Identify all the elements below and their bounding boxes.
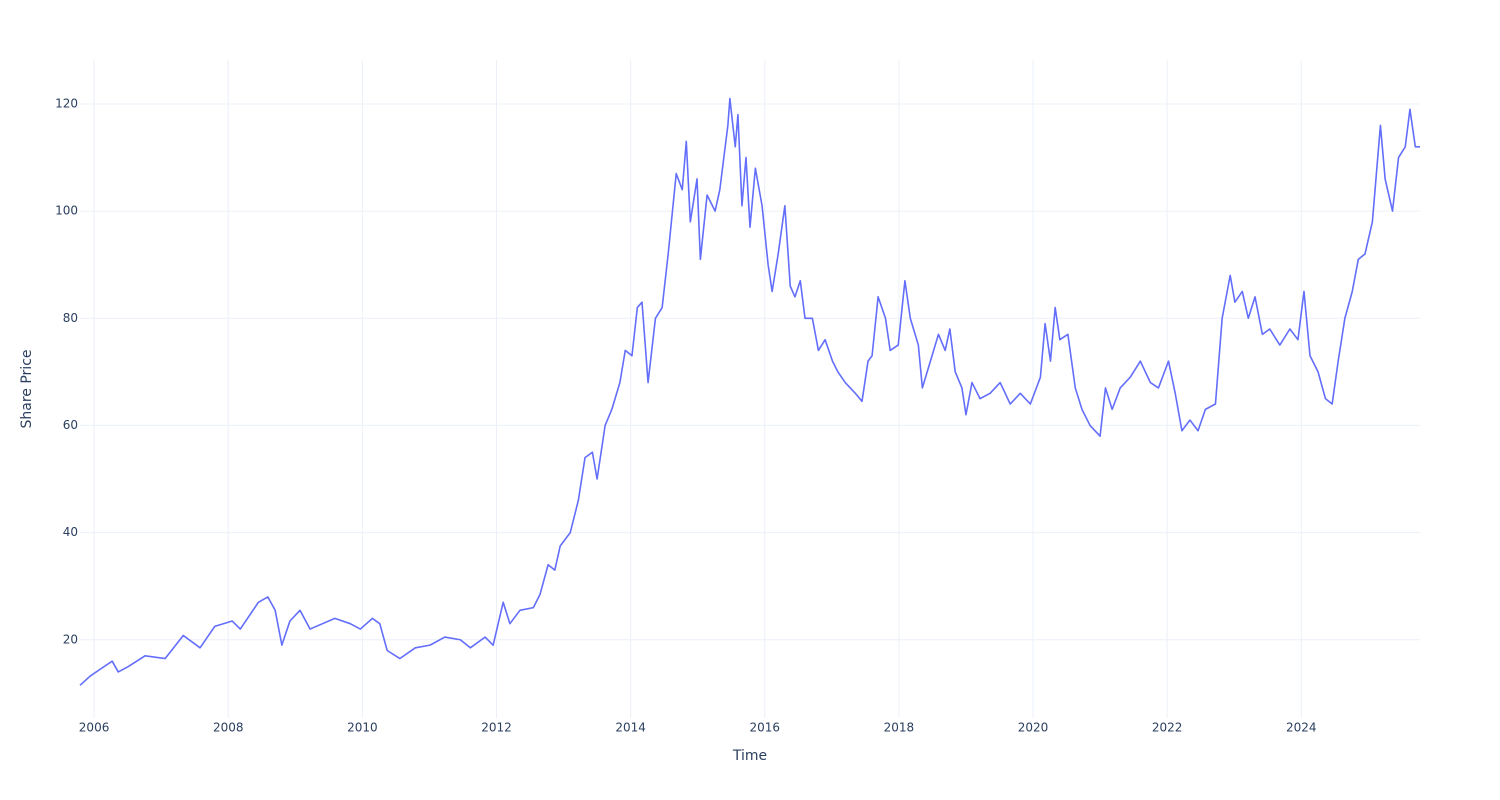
x-tick-label: 2024 bbox=[1286, 721, 1317, 735]
y-tick-label: 120 bbox=[55, 96, 78, 110]
x-tick-label: 2018 bbox=[884, 721, 915, 735]
x-tick-label: 2010 bbox=[347, 721, 378, 735]
x-tick-label: 2016 bbox=[749, 721, 780, 735]
x-tick-label: 2012 bbox=[481, 721, 512, 735]
x-tick-label: 2008 bbox=[213, 721, 244, 735]
price-line bbox=[79, 97, 1420, 686]
x-tick-label: 2014 bbox=[615, 721, 646, 735]
y-tick-label: 60 bbox=[63, 418, 78, 432]
y-tick-label: 80 bbox=[63, 311, 78, 325]
x-axis-title: Time bbox=[732, 748, 767, 764]
x-tick-label: 2006 bbox=[79, 721, 110, 735]
x-tick-label: 2020 bbox=[1018, 721, 1049, 735]
x-tick-label: 2022 bbox=[1152, 721, 1183, 735]
y-tick-label: 20 bbox=[63, 632, 78, 646]
y-tick-label: 100 bbox=[55, 204, 78, 218]
y-tick-label: 40 bbox=[63, 525, 78, 539]
y-axis-title: Share Price bbox=[19, 349, 35, 428]
